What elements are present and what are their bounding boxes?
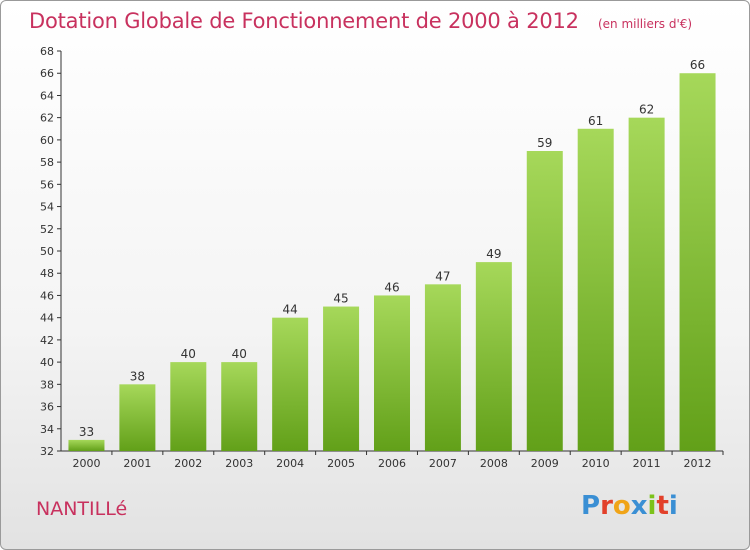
data-label: 47 bbox=[435, 269, 450, 283]
proxiti-logo: Proxiti bbox=[581, 491, 678, 521]
logo-letter: x bbox=[630, 491, 648, 521]
data-label: 59 bbox=[537, 136, 552, 150]
y-tick-label: 44 bbox=[40, 312, 54, 325]
y-tick-label: 34 bbox=[40, 423, 54, 436]
logo-letter: t bbox=[656, 491, 669, 521]
logo-letter: i bbox=[647, 491, 657, 521]
x-tick-label: 2004 bbox=[276, 457, 304, 470]
logo-letter: r bbox=[600, 491, 613, 521]
x-tick-label: 2011 bbox=[633, 457, 661, 470]
axes: 32 34 36 38 40 42 44 46 48 50 52 54 56 58 60 62 64 66 68 20… bbox=[40, 45, 724, 470]
y-tick-label: 68 bbox=[40, 45, 54, 58]
y-tick-label: 32 bbox=[40, 445, 54, 458]
bar bbox=[628, 117, 665, 452]
data-label: 40 bbox=[232, 347, 247, 361]
bar bbox=[170, 362, 207, 451]
title-row: Dotation Globale de Fonctionnement de 20… bbox=[29, 9, 692, 33]
bar bbox=[119, 384, 156, 451]
x-tick-label: 2000 bbox=[72, 457, 100, 470]
x-tick-label: 2007 bbox=[429, 457, 457, 470]
data-label: 45 bbox=[333, 292, 348, 306]
y-tick-label: 40 bbox=[40, 356, 54, 369]
x-tick-label: 2005 bbox=[327, 457, 355, 470]
y-tick-label: 66 bbox=[40, 67, 54, 80]
y-tick-label: 62 bbox=[40, 112, 54, 125]
x-tick-label: 2001 bbox=[123, 457, 151, 470]
bars: 33 38 40 40 44 45 46 47 49 59 61 62 66 bbox=[68, 58, 716, 452]
bar bbox=[272, 317, 309, 451]
data-label: 62 bbox=[639, 103, 654, 117]
bar bbox=[424, 284, 461, 451]
y-tick-label: 42 bbox=[40, 334, 54, 347]
logo-letter: o bbox=[612, 491, 631, 521]
y-tick-label: 38 bbox=[40, 378, 54, 391]
y-tick-label: 58 bbox=[40, 156, 54, 169]
logo-letter: P bbox=[581, 491, 601, 521]
x-tick-label: 2010 bbox=[582, 457, 610, 470]
data-label: 40 bbox=[181, 347, 196, 361]
y-tick-label: 48 bbox=[40, 267, 54, 280]
data-label: 61 bbox=[588, 114, 603, 128]
y-tick-label: 46 bbox=[40, 289, 54, 302]
x-tick-label: 2008 bbox=[480, 457, 508, 470]
bar bbox=[679, 73, 716, 451]
logo-letter: i bbox=[668, 491, 678, 521]
x-tick-label: 2002 bbox=[174, 457, 202, 470]
x-tick-label: 2003 bbox=[225, 457, 253, 470]
y-tick-label: 56 bbox=[40, 178, 54, 191]
y-tick-label: 54 bbox=[40, 201, 54, 214]
bar bbox=[323, 306, 360, 451]
bar bbox=[526, 151, 563, 451]
y-tick-label: 52 bbox=[40, 223, 54, 236]
bar bbox=[221, 362, 258, 451]
x-tick-label: 2006 bbox=[378, 457, 406, 470]
bar bbox=[68, 439, 105, 451]
bar bbox=[577, 128, 614, 451]
data-label: 66 bbox=[690, 58, 705, 72]
data-label: 46 bbox=[384, 280, 399, 294]
y-tick-label: 50 bbox=[40, 245, 54, 258]
x-tick-label: 2009 bbox=[531, 457, 559, 470]
y-tick-label: 60 bbox=[40, 134, 54, 147]
chart-title: Dotation Globale de Fonctionnement de 20… bbox=[29, 9, 579, 33]
y-tick-label: 64 bbox=[40, 89, 54, 102]
data-label: 38 bbox=[130, 369, 145, 383]
bar bbox=[374, 295, 410, 451]
data-label: 49 bbox=[486, 247, 501, 261]
data-label: 33 bbox=[79, 425, 94, 439]
chart-subtitle: (en milliers d'€) bbox=[597, 17, 693, 31]
y-tick-label: 36 bbox=[40, 401, 54, 414]
commune-name: NANTILLé bbox=[36, 498, 128, 520]
x-tick-label: 2012 bbox=[684, 457, 712, 470]
bar bbox=[475, 262, 512, 451]
data-label: 44 bbox=[283, 303, 298, 317]
